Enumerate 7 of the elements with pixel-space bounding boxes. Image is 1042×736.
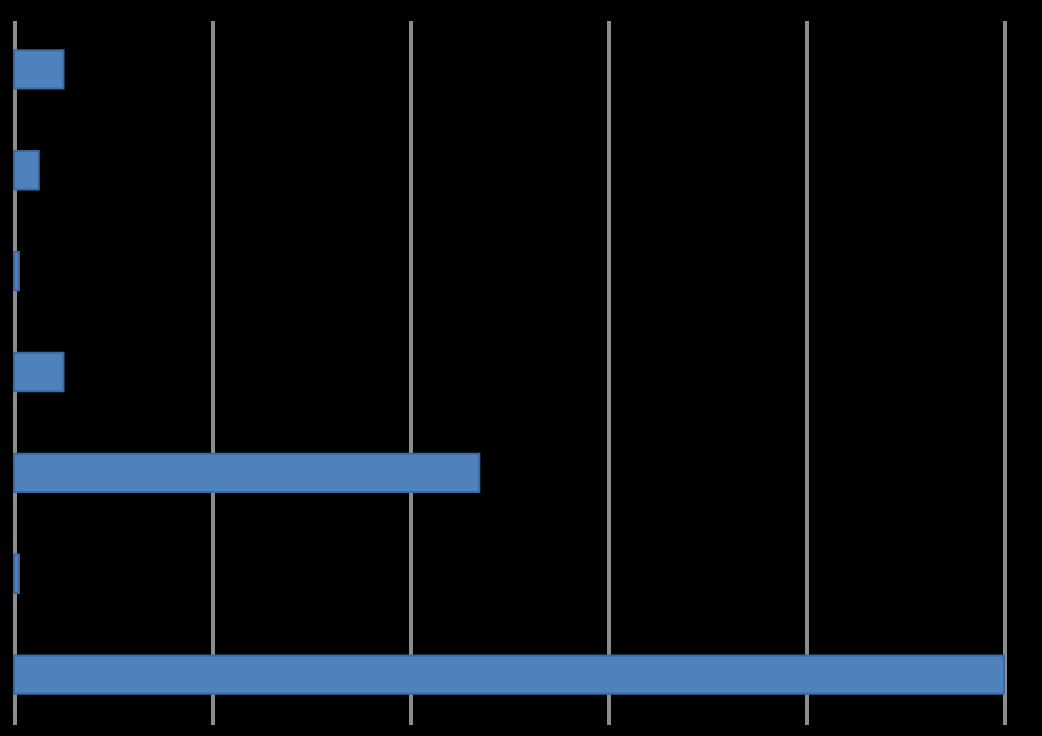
bar: [13, 49, 65, 90]
bar: [13, 150, 40, 191]
bar: [13, 553, 20, 594]
bar: [13, 654, 1005, 695]
bar: [13, 452, 481, 494]
bar: [13, 351, 65, 393]
bar: [13, 250, 20, 292]
